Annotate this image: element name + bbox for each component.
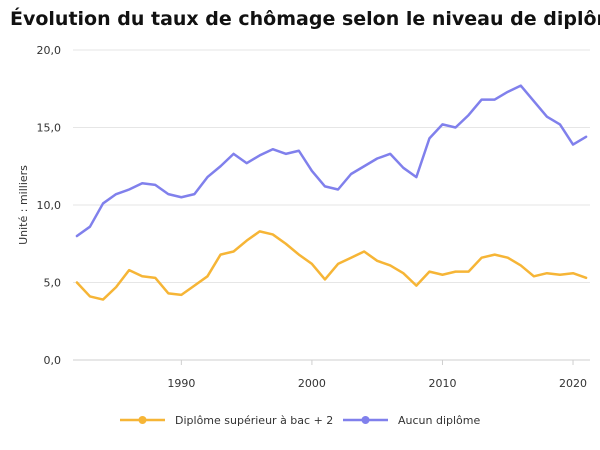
series-line-0	[75, 230, 588, 301]
x-tick-label: 2020	[559, 377, 587, 390]
gridlines	[73, 49, 590, 283]
x-tick-label: 2010	[428, 377, 456, 390]
legend-label-1: Aucun diplôme	[398, 414, 481, 427]
x-tick-label: 1990	[167, 377, 195, 390]
y-tick-label: 15,0	[37, 122, 62, 135]
series-line-1	[75, 84, 588, 238]
y-axis-label: Unité : milliers	[17, 165, 30, 245]
y-tick-label: 5,0	[44, 277, 62, 290]
legend-marker-0	[138, 416, 147, 424]
series-lines	[75, 84, 588, 301]
y-tick-label: 20,0	[37, 44, 62, 57]
legend: Diplôme supérieur à bac + 2 Aucun diplôme	[120, 414, 481, 427]
axes	[73, 359, 590, 365]
x-tick-label: 2000	[298, 377, 326, 390]
legend-label-0: Diplôme supérieur à bac + 2	[175, 414, 333, 427]
x-tick-labels: 1990 2000 2010 2020	[167, 377, 587, 390]
legend-marker-1	[361, 416, 370, 424]
y-tick-labels: 0,0 5,0 10,0 15,0 20,0	[37, 44, 62, 367]
y-tick-label: 10,0	[37, 199, 62, 212]
y-tick-label: 0,0	[44, 354, 62, 367]
chart-title: Évolution du taux de chômage selon le ni…	[10, 7, 600, 30]
